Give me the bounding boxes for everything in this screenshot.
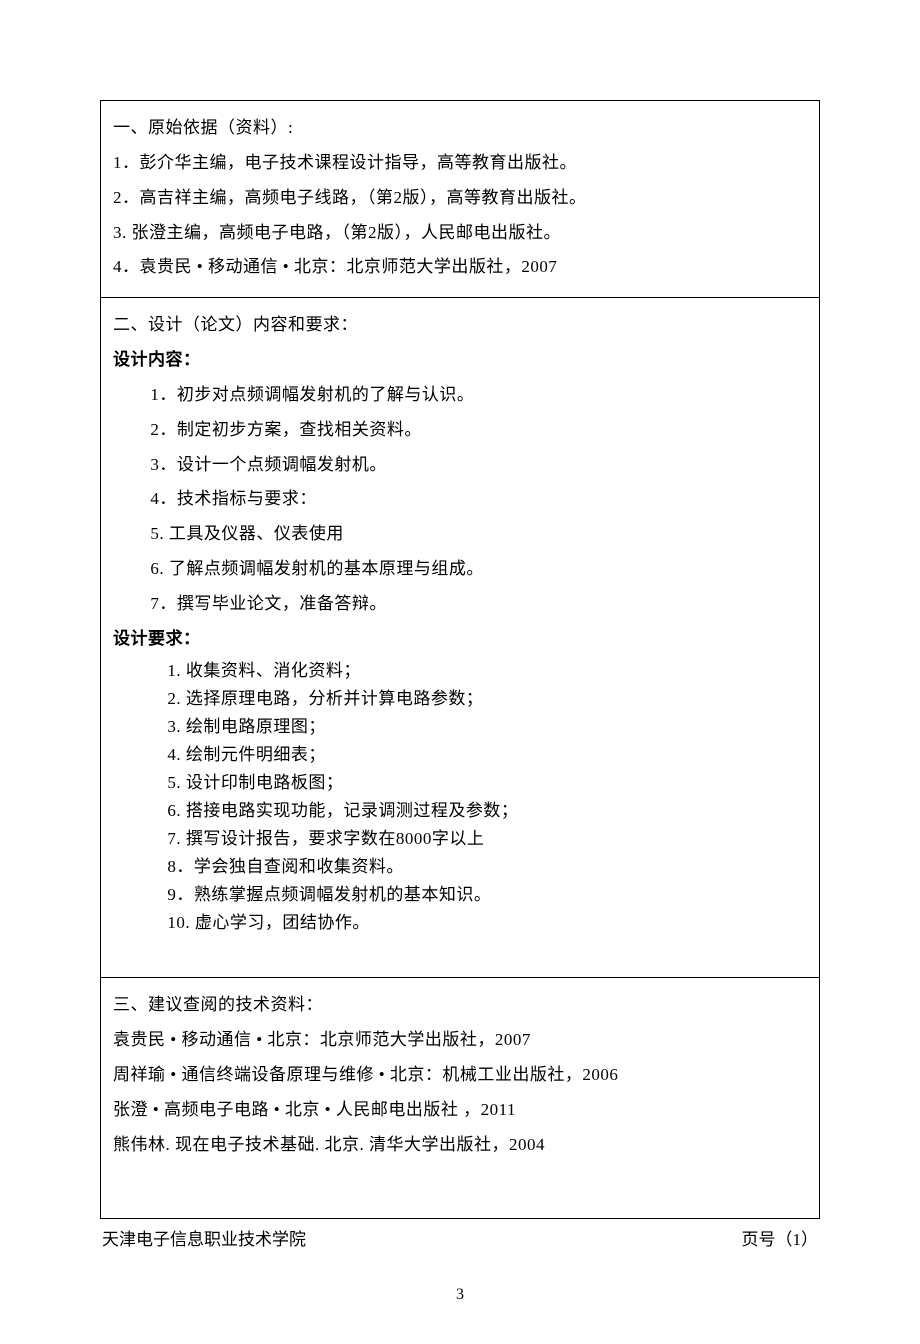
ref-item: 2．高吉祥主编，高频电子线路，（第2版），高等教育出版社。	[113, 181, 807, 216]
ref-item: 4．袁贵民 • 移动通信 • 北京：北京师范大学出版社，2007	[113, 250, 807, 285]
section-original-basis: 一、原始依据（资料）: 1．彭介华主编，电子技术课程设计指导，高等教育出版社。 …	[101, 101, 819, 297]
req-item: 2. 选择原理电路，分析并计算电路参数；	[113, 685, 807, 713]
document-page: 一、原始依据（资料）: 1．彭介华主编，电子技术课程设计指导，高等教育出版社。 …	[0, 0, 920, 1344]
req-item: 7. 撰写设计报告，要求字数在8000字以上	[113, 825, 807, 853]
content-frame: 一、原始依据（资料）: 1．彭介华主编，电子技术课程设计指导，高等教育出版社。 …	[100, 100, 820, 1219]
requirements-list: 1. 收集资料、消化资料； 2. 选择原理电路，分析并计算电路参数； 3. 绘制…	[113, 657, 807, 937]
content-item: 1．初步对点频调幅发射机的了解与认识。	[113, 378, 807, 413]
ref-item: 3. 张澄主编，高频电子电路，（第2版），人民邮电出版社。	[113, 216, 807, 251]
content-item: 6. 了解点频调幅发射机的基本原理与组成。	[113, 552, 807, 587]
req-item: 4. 绘制元件明细表；	[113, 741, 807, 769]
req-item: 8．学会独自查阅和收集资料。	[113, 853, 807, 881]
page-footer: 天津电子信息职业技术学院 页号（1）	[100, 1225, 820, 1250]
section2-heading: 二、设计（论文）内容和要求：	[113, 308, 807, 343]
req-item: 10. 虚心学习，团结协作。	[113, 909, 807, 937]
content-item: 2．制定初步方案，查找相关资料。	[113, 413, 807, 448]
req-item: 5. 设计印制电路板图；	[113, 769, 807, 797]
section1-heading: 一、原始依据（资料）:	[113, 111, 807, 146]
section-design-content: 二、设计（论文）内容和要求： 设计内容： 1．初步对点频调幅发射机的了解与认识。…	[101, 297, 819, 977]
design-requirements-label: 设计要求：	[113, 622, 807, 657]
ref-item: 1．彭介华主编，电子技术课程设计指导，高等教育出版社。	[113, 146, 807, 181]
recommended-ref: 熊伟林. 现在电子技术基础. 北京. 清华大学出版社，2004	[113, 1128, 807, 1163]
section-recommended-refs: 三、建议查阅的技术资料： 袁贵民 • 移动通信 • 北京：北京师范大学出版社，2…	[101, 977, 819, 1218]
design-content-label: 设计内容：	[113, 343, 807, 378]
footer-page-label: 页号（1）	[742, 1225, 819, 1250]
recommended-ref: 张澄 • 高频电子电路 • 北京 • 人民邮电出版社 ，2011	[113, 1093, 807, 1128]
req-item: 3. 绘制电路原理图；	[113, 713, 807, 741]
req-item: 6. 搭接电路实现功能，记录调测过程及参数；	[113, 797, 807, 825]
content-item: 5. 工具及仪器、仪表使用	[113, 517, 807, 552]
req-item: 9．熟练掌握点频调幅发射机的基本知识。	[113, 881, 807, 909]
recommended-ref: 袁贵民 • 移动通信 • 北京：北京师范大学出版社，2007	[113, 1023, 807, 1058]
recommended-ref: 周祥瑜 • 通信终端设备原理与维修 • 北京：机械工业出版社，2006	[113, 1058, 807, 1093]
content-item: 7．撰写毕业论文，准备答辩。	[113, 587, 807, 622]
section3-heading: 三、建议查阅的技术资料：	[113, 988, 807, 1023]
content-item: 3．设计一个点频调幅发射机。	[113, 448, 807, 483]
req-item: 1. 收集资料、消化资料；	[113, 657, 807, 685]
content-item: 4．技术指标与要求：	[113, 482, 807, 517]
footer-institution: 天津电子信息职业技术学院	[102, 1225, 306, 1250]
